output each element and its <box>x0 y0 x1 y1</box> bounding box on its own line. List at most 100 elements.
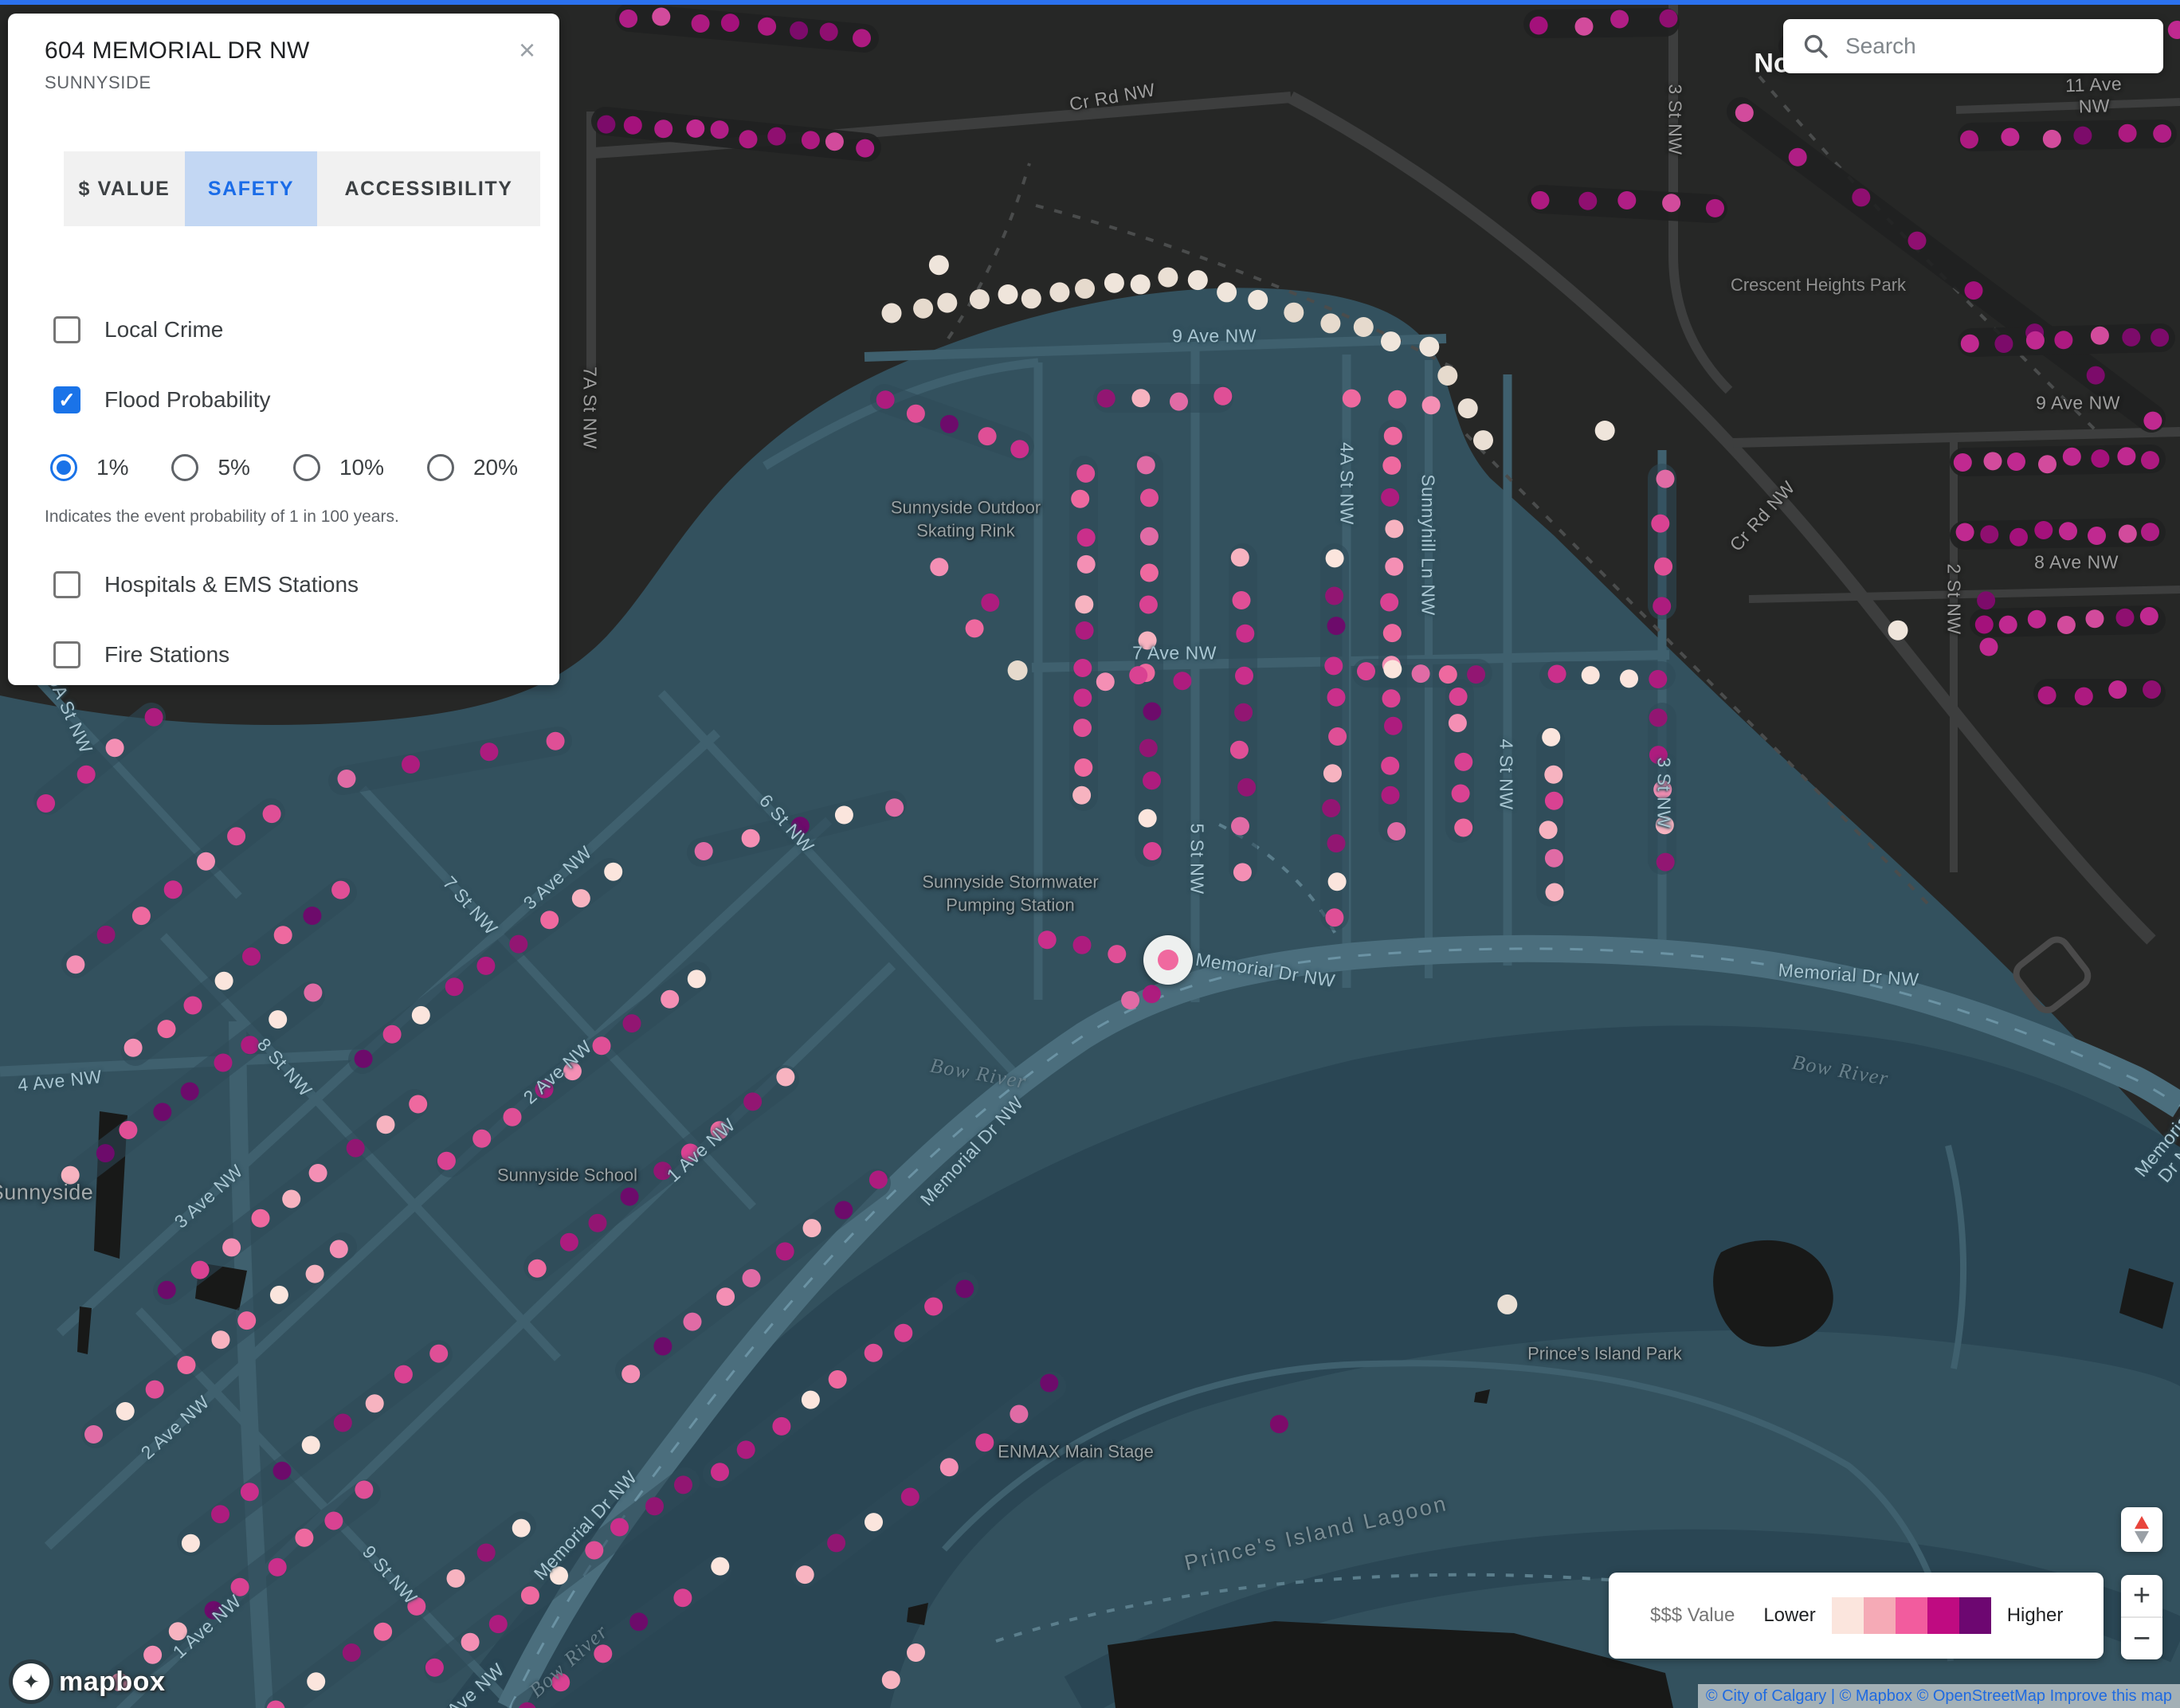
property-dot[interactable] <box>143 1645 163 1664</box>
property-dot[interactable] <box>1457 398 1478 419</box>
property-dot[interactable] <box>1381 785 1400 805</box>
property-dot[interactable] <box>2001 127 2020 147</box>
property-dot[interactable] <box>1269 1415 1288 1434</box>
property-dot[interactable] <box>868 1170 888 1189</box>
property-dot[interactable] <box>1381 756 1400 775</box>
property-dot[interactable] <box>1385 519 1404 539</box>
property-dot[interactable] <box>2056 616 2076 634</box>
property-dot[interactable] <box>503 1107 522 1126</box>
property-dot[interactable] <box>476 956 496 975</box>
property-dot[interactable] <box>76 765 96 784</box>
property-dot[interactable] <box>2085 609 2104 629</box>
property-dot[interactable] <box>876 390 895 409</box>
property-dot[interactable] <box>96 1144 115 1163</box>
property-dot[interactable] <box>509 934 528 954</box>
property-dot[interactable] <box>273 926 292 945</box>
property-dot[interactable] <box>461 1632 480 1651</box>
property-dot[interactable] <box>673 1589 692 1608</box>
property-dot[interactable] <box>828 1370 847 1389</box>
property-dot[interactable] <box>834 1201 853 1220</box>
property-dot[interactable] <box>1544 765 1563 784</box>
property-dot[interactable] <box>1497 1294 1518 1314</box>
property-dot[interactable] <box>819 22 838 41</box>
property-dot[interactable] <box>907 1643 925 1662</box>
property-dot[interactable] <box>1649 708 1668 727</box>
property-dot[interactable] <box>354 1049 373 1068</box>
property-dot[interactable] <box>1581 666 1600 685</box>
property-dot[interactable] <box>1382 624 1402 643</box>
property-dot[interactable] <box>998 284 1018 304</box>
checkbox-icon[interactable] <box>53 571 80 598</box>
property-dot[interactable] <box>1382 689 1401 708</box>
property-dot[interactable] <box>711 1557 730 1576</box>
property-dot[interactable] <box>295 1528 314 1547</box>
property-dot[interactable] <box>900 1487 919 1506</box>
property-dot[interactable] <box>2153 124 2172 143</box>
radio-1pct[interactable]: 1% <box>50 454 128 481</box>
property-dot[interactable] <box>1236 624 1255 643</box>
property-dot[interactable] <box>157 1280 176 1299</box>
property-dot[interactable] <box>262 805 281 824</box>
property-dot[interactable] <box>1096 672 1115 691</box>
property-dot[interactable] <box>411 1005 430 1024</box>
property-dot[interactable] <box>592 1036 611 1056</box>
property-dot[interactable] <box>710 1121 729 1140</box>
property-dot[interactable] <box>1437 366 1458 386</box>
property-dot[interactable] <box>1454 818 1473 837</box>
property-dot[interactable] <box>1130 274 1151 295</box>
property-dot[interactable] <box>1234 703 1253 722</box>
property-dot[interactable] <box>237 1311 257 1330</box>
property-dot[interactable] <box>1353 317 1374 337</box>
property-dot[interactable] <box>1662 194 1681 213</box>
property-dot[interactable] <box>559 1232 578 1252</box>
property-dot[interactable] <box>610 1518 629 1537</box>
property-dot[interactable] <box>1071 489 1090 508</box>
compass-control[interactable] <box>2121 1507 2162 1552</box>
property-dot[interactable] <box>1139 595 1158 614</box>
property-dot[interactable] <box>1448 714 1467 733</box>
property-dot[interactable] <box>1411 664 1430 684</box>
property-dot[interactable] <box>981 593 1000 612</box>
property-dot[interactable] <box>1073 659 1092 677</box>
search-box[interactable] <box>1783 19 2163 73</box>
property-dot[interactable] <box>691 14 710 33</box>
property-dot[interactable] <box>1096 389 1115 408</box>
property-dot[interactable] <box>687 970 706 989</box>
property-dot[interactable] <box>282 1189 301 1209</box>
property-dot[interactable] <box>251 1209 270 1228</box>
property-dot[interactable] <box>446 1569 465 1588</box>
property-dot[interactable] <box>518 1702 536 1708</box>
property-dot[interactable] <box>588 1213 607 1232</box>
checkbox-icon[interactable] <box>53 641 80 668</box>
property-dot[interactable] <box>1649 746 1668 765</box>
property-dot[interactable] <box>1388 390 1407 409</box>
property-dot[interactable] <box>913 298 934 319</box>
property-dot[interactable] <box>1143 702 1162 721</box>
property-dot[interactable] <box>488 1615 508 1634</box>
property-dot[interactable] <box>1960 334 1979 353</box>
property-dot[interactable] <box>1473 430 1493 451</box>
property-dot[interactable] <box>619 9 638 28</box>
property-dot[interactable] <box>177 1356 196 1374</box>
property-dot[interactable] <box>355 1480 374 1499</box>
property-dot[interactable] <box>1214 386 1233 405</box>
property-dot[interactable] <box>2034 521 2053 539</box>
property-dot[interactable] <box>308 1164 327 1182</box>
property-dot[interactable] <box>180 1082 199 1101</box>
property-dot[interactable] <box>211 1330 230 1350</box>
property-dot[interactable] <box>1953 453 1972 472</box>
property-dot[interactable] <box>2037 686 2056 705</box>
radio-icon[interactable] <box>426 454 454 481</box>
property-dot[interactable] <box>772 1416 791 1436</box>
property-dot[interactable] <box>429 1344 449 1363</box>
property-dot[interactable] <box>790 817 810 836</box>
property-dot[interactable] <box>1284 302 1304 323</box>
close-icon[interactable]: × <box>518 33 535 66</box>
property-dot[interactable] <box>739 130 758 149</box>
property-dot[interactable] <box>975 1433 994 1452</box>
tab-safety[interactable]: SAFETY <box>185 151 317 226</box>
property-dot[interactable] <box>939 1458 959 1477</box>
property-dot[interactable] <box>924 1297 943 1316</box>
map-attribution[interactable]: © City of Calgary | © Mapbox © OpenStree… <box>1697 1684 2180 1708</box>
property-dot[interactable] <box>2143 680 2162 699</box>
